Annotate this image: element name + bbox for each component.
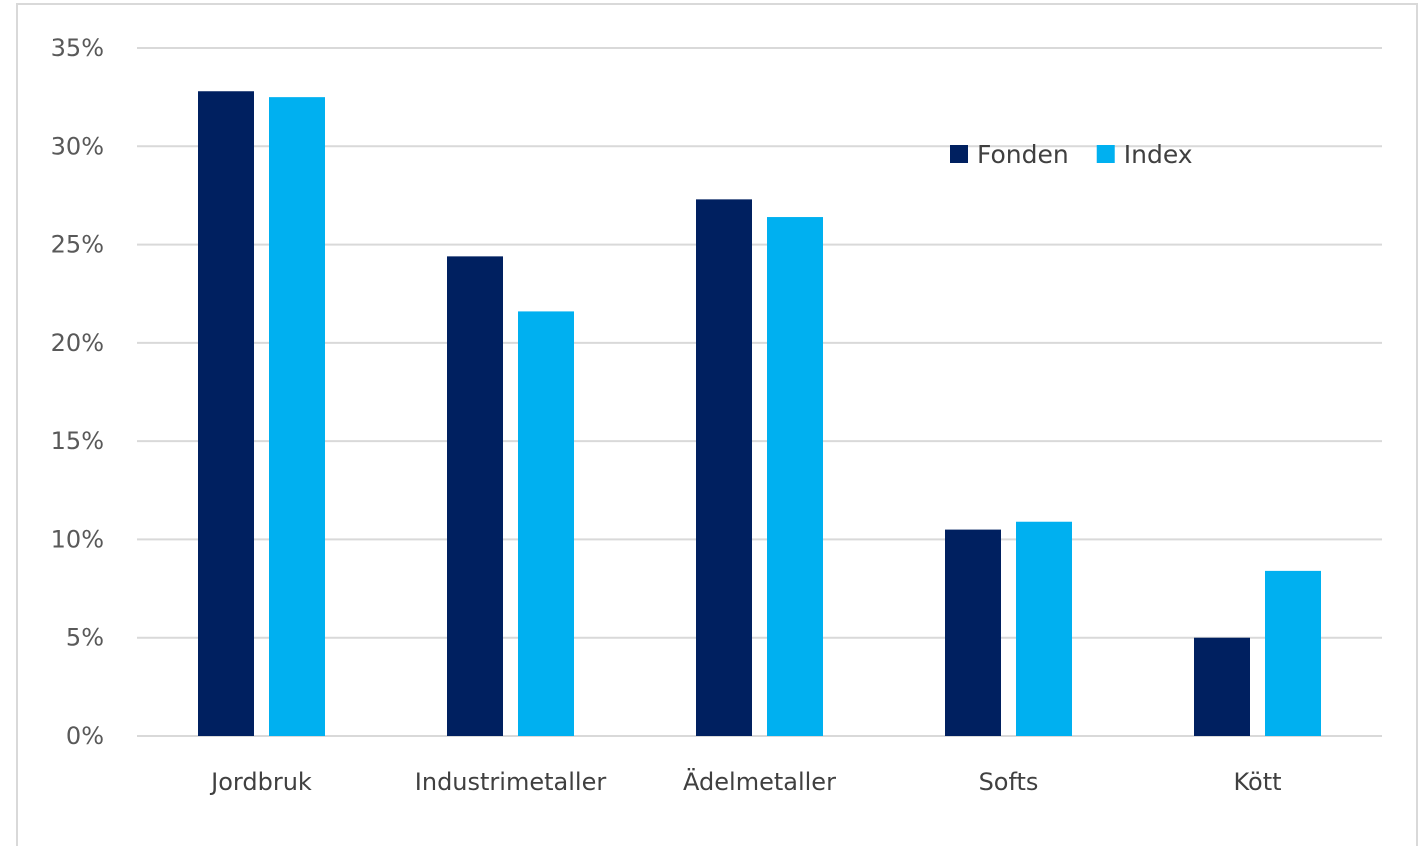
- legend-label-fonden: Fonden: [977, 140, 1069, 169]
- legend-label-index: Index: [1124, 140, 1193, 169]
- x-category-label: Kött: [1233, 768, 1281, 796]
- y-axis-ticks: 0% 5% 10% 15% 20% 25% 30% 35%: [51, 34, 104, 750]
- y-tick-label: 35%: [51, 34, 104, 62]
- y-tick-label: 0%: [66, 722, 104, 750]
- x-category-label: Softs: [979, 768, 1039, 796]
- bar-fonden-3: [945, 529, 1001, 736]
- bar-index-3: [1016, 521, 1072, 736]
- gridlines: [137, 47, 1382, 737]
- y-tick-label: 15%: [51, 427, 104, 455]
- bars: [198, 91, 1321, 737]
- y-tick-label: 30%: [51, 132, 104, 160]
- bar-index-0: [269, 97, 325, 736]
- legend: Fonden Index: [950, 140, 1193, 169]
- bar-fonden-4: [1194, 637, 1250, 736]
- bar-fonden-1: [447, 256, 503, 736]
- y-tick-label: 5%: [66, 624, 104, 652]
- x-category-label: Ädelmetaller: [683, 767, 836, 796]
- x-category-label: Industrimetaller: [415, 768, 607, 796]
- x-category-label: Jordbruk: [209, 768, 312, 796]
- bar-fonden-2: [696, 199, 752, 737]
- legend-swatch-index: [1096, 145, 1115, 163]
- bar-fonden-0: [198, 91, 254, 736]
- bar-index-2: [767, 217, 823, 737]
- legend-swatch-fonden: [950, 145, 968, 163]
- bar-index-1: [518, 311, 574, 736]
- y-tick-label: 20%: [51, 329, 104, 357]
- bar-index-4: [1265, 570, 1321, 736]
- y-tick-label: 10%: [51, 525, 104, 553]
- y-tick-label: 25%: [51, 231, 104, 259]
- x-axis-labels: Jordbruk Industrimetaller Ädelmetaller Soft…: [209, 767, 1281, 796]
